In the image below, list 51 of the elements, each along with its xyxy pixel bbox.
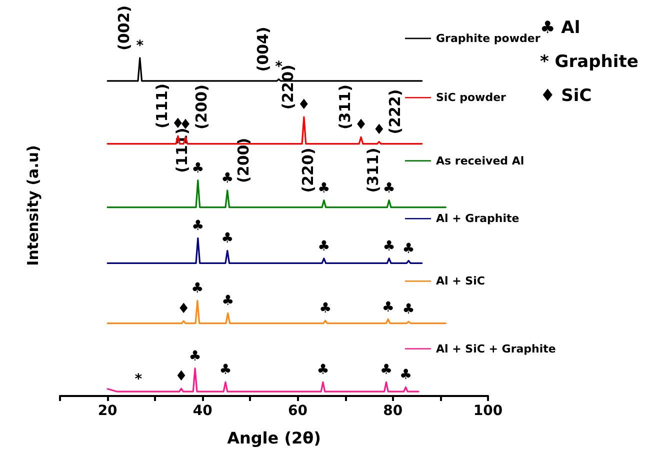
annotation: ♣ (192, 218, 204, 234)
annotation: (220) (298, 148, 317, 193)
x-axis-title: Angle (2θ) (227, 428, 321, 448)
annotation: ♣ (382, 180, 396, 196)
annotation: (002) (114, 5, 133, 50)
annotation: ♣ (402, 240, 415, 257)
legend-label: Al + SiC + Graphite (436, 342, 556, 356)
annotation: ♦ (298, 97, 310, 114)
annotation: ♦ (354, 117, 368, 134)
annotation: (311) (364, 148, 382, 193)
legend-label: As received Al (436, 154, 524, 168)
x-tick-label: 60 (288, 403, 308, 419)
annotation: ♣ (219, 362, 232, 378)
annotation: ♣ (191, 280, 204, 297)
legend-label: SiC powder (436, 91, 507, 104)
annotation: ♣ (316, 362, 330, 378)
x-tick-label: 40 (192, 403, 213, 419)
annotation: ♣ (402, 302, 415, 318)
annotation: ♣ (188, 348, 202, 364)
annotation: * (136, 38, 144, 54)
annotation: ♣ (318, 180, 330, 196)
annotation: * (134, 372, 143, 388)
text: * Graphite (540, 52, 638, 72)
legend-label: Al + SiC (436, 274, 485, 288)
annotation: ♣ (222, 293, 234, 310)
annotation: ♣ (399, 367, 412, 384)
annotation: ♣ (380, 362, 393, 378)
annotation: ♣ (221, 230, 234, 247)
annotation: ♦ (177, 300, 190, 317)
annotation: (222) (386, 89, 404, 134)
x-tick-label: 80 (383, 403, 403, 419)
annotation: (200) (234, 138, 252, 183)
annotation: ♣ (318, 238, 330, 254)
y-axis-title: Intensity (a.u) (24, 145, 42, 266)
annotation: ♣ (382, 299, 394, 316)
annotation: ♣ (221, 170, 234, 186)
annotation: (311) (336, 84, 354, 130)
annotation: ♦ (174, 368, 188, 385)
annotation: (200) (192, 84, 211, 130)
annotation: (004) (254, 26, 272, 72)
text: ♦ SiC (540, 86, 592, 106)
legend-label: Al + Graphite (436, 212, 520, 226)
legend-label: Graphite powder (436, 32, 541, 45)
annotation: ♦ (372, 122, 386, 138)
annotation: ♣ (192, 160, 204, 176)
x-tick-label: 100 (473, 403, 503, 419)
annotation: (111) (152, 84, 171, 129)
x-tick-label: 20 (98, 403, 118, 419)
text: ♣ Al (540, 18, 580, 38)
annotation: ♣ (319, 300, 332, 317)
annotation: ♣ (382, 238, 396, 254)
